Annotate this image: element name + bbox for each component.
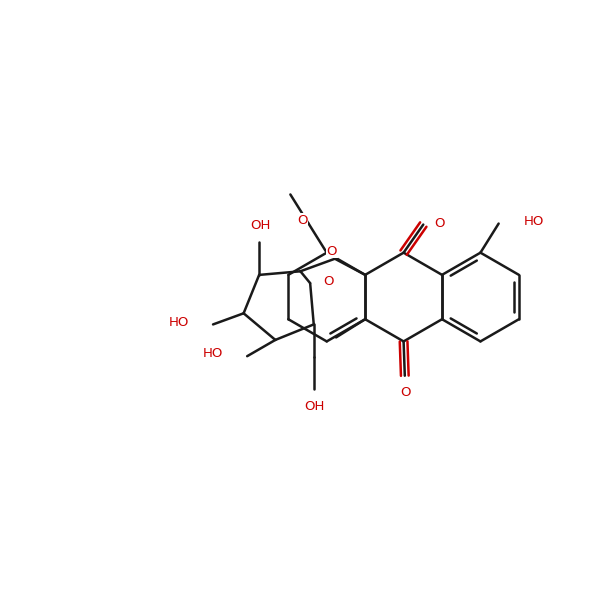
- Text: O: O: [434, 217, 445, 230]
- Text: HO: HO: [523, 215, 544, 228]
- Text: O: O: [323, 275, 334, 289]
- Text: O: O: [326, 245, 337, 257]
- Text: O: O: [297, 214, 307, 227]
- Text: O: O: [401, 386, 411, 399]
- Text: OH: OH: [250, 219, 271, 232]
- Text: HO: HO: [169, 316, 190, 329]
- Text: OH: OH: [305, 400, 325, 413]
- Text: HO: HO: [203, 347, 224, 361]
